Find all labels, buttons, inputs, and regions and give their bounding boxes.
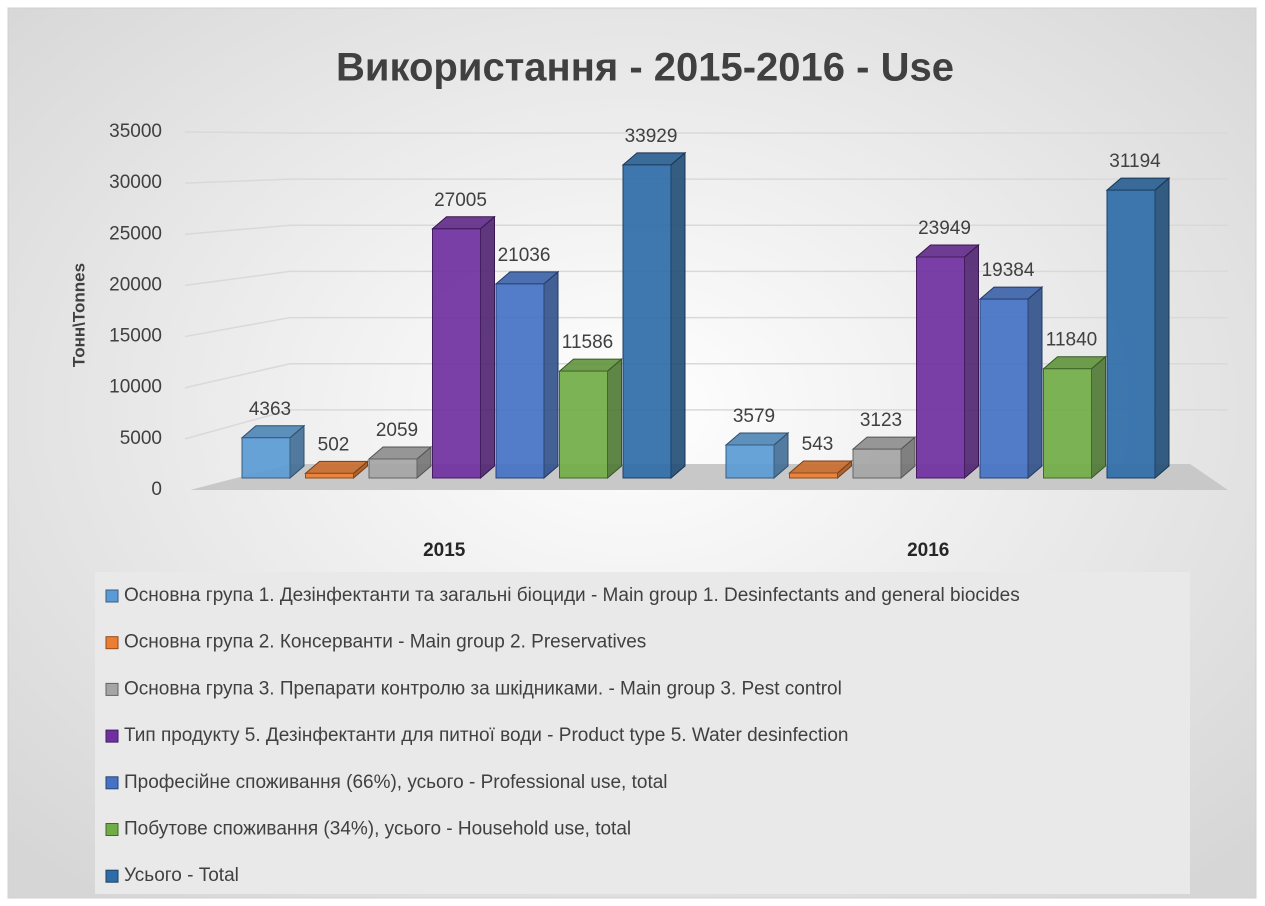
y-axis-title: Тонн\Tonnes — [69, 263, 88, 367]
bar-side — [480, 215, 495, 480]
data-label: 27005 — [434, 190, 487, 211]
bar-group — [558, 357, 623, 480]
data-label: 21036 — [498, 245, 551, 266]
bar-group — [788, 459, 853, 480]
grid-line — [184, 316, 1228, 338]
bar-side — [964, 243, 979, 480]
bar — [852, 448, 902, 479]
data-label: 2059 — [376, 420, 418, 441]
bar — [1106, 189, 1156, 479]
bar-group — [851, 436, 917, 480]
bar-side — [1091, 355, 1106, 480]
bar-group — [915, 243, 980, 480]
bar — [725, 444, 775, 479]
legend-label: Побутове споживання (34%), усього - Hous… — [124, 819, 631, 840]
data-label: 23949 — [918, 218, 971, 239]
bar — [622, 164, 672, 479]
bar — [241, 437, 291, 479]
bar — [789, 472, 838, 479]
legend-label: Основна група 2. Консерванти - Main grou… — [124, 632, 646, 653]
data-label: 4363 — [249, 399, 291, 420]
legend-swatch — [105, 869, 119, 883]
bar-group — [304, 460, 369, 480]
bar — [1043, 368, 1092, 479]
chart-title: Використання - 2015-2016 - Use — [336, 46, 954, 90]
x-tick-label: 2016 — [907, 540, 949, 561]
legend-label: Усього - Total — [124, 865, 239, 886]
bar — [305, 472, 354, 479]
legend — [95, 572, 1190, 894]
data-label: 31194 — [1109, 151, 1161, 172]
legend-label: Тип продукту 5. Дезінфектанти для питної… — [124, 725, 849, 746]
bar-side — [543, 270, 559, 480]
data-label: 11840 — [1046, 330, 1097, 351]
y-tick-label: 10000 — [109, 377, 162, 398]
y-tick-label: 25000 — [109, 223, 162, 244]
grid-line — [184, 178, 1228, 184]
y-tick-label: 0 — [151, 479, 162, 500]
grid-line — [184, 409, 1228, 440]
legend-swatch — [105, 682, 119, 696]
data-label: 3579 — [733, 406, 775, 427]
legend-swatch — [105, 776, 119, 790]
bar-group — [240, 424, 306, 480]
bar-side — [607, 357, 622, 480]
y-tick-label: 5000 — [120, 428, 162, 449]
legend-swatch — [105, 636, 119, 650]
legend-swatch — [105, 729, 119, 743]
data-label: 19384 — [982, 260, 1035, 281]
grid-line — [184, 131, 1228, 134]
bar — [495, 283, 545, 479]
bar-group — [1042, 355, 1107, 480]
bar — [432, 228, 481, 479]
bar — [368, 458, 418, 479]
legend-label: Основна група 1. Дезінфектанти та загаль… — [124, 585, 1020, 606]
data-label: 11586 — [562, 332, 613, 353]
bar — [916, 256, 965, 479]
bar-group — [431, 215, 496, 480]
bar-group — [494, 270, 560, 480]
grid-line — [184, 270, 1228, 287]
y-tick-label: 15000 — [109, 326, 162, 347]
bar — [979, 298, 1029, 479]
y-tick-label: 20000 — [109, 274, 162, 295]
x-tick-label: 2015 — [423, 540, 466, 561]
grid-line — [184, 224, 1228, 236]
bar-group — [978, 286, 1044, 480]
bar-group — [621, 151, 687, 480]
data-label: 543 — [802, 434, 834, 455]
bar-group — [724, 431, 790, 480]
y-tick-label: 35000 — [109, 121, 162, 142]
grid-line — [184, 362, 1228, 389]
bar-side — [670, 151, 686, 480]
legend-label: Основна група 3. Препарати контролю за ш… — [124, 678, 842, 699]
data-label: 33929 — [625, 126, 678, 147]
data-label: 502 — [318, 434, 350, 455]
bar-group — [367, 445, 433, 480]
bar-side — [1027, 286, 1043, 480]
legend-swatch — [105, 589, 119, 603]
bar — [559, 370, 608, 479]
data-label: 3123 — [860, 410, 902, 431]
bar-side — [1154, 177, 1170, 480]
y-tick-label: 30000 — [109, 172, 162, 193]
bar-group — [1105, 177, 1171, 480]
legend-label: Професійне споживання (66%), усього - Pr… — [124, 772, 668, 793]
legend-swatch — [105, 823, 119, 836]
